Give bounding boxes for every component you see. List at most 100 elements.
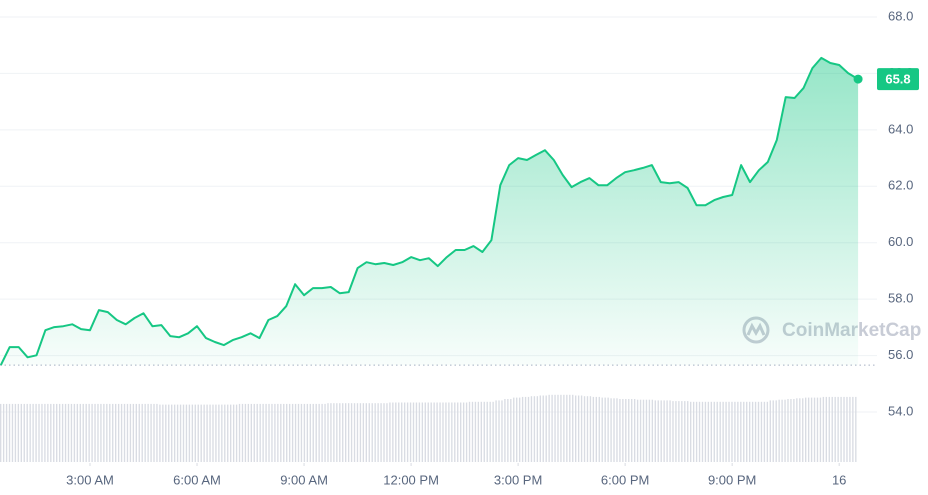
volume-bar <box>595 396 598 462</box>
volume-bar <box>554 394 556 462</box>
volume-bar <box>802 398 804 462</box>
volume-bar <box>109 403 111 462</box>
volume-bar <box>194 404 196 462</box>
volume-bar <box>268 403 270 462</box>
volume-bar <box>583 396 586 462</box>
volume-bar <box>807 397 810 462</box>
volume-bar <box>663 400 665 462</box>
volume-bar <box>79 403 81 462</box>
volume-bar <box>604 397 606 462</box>
volume-bar <box>230 404 232 462</box>
volume-bar <box>474 401 477 462</box>
volume-bar <box>607 397 609 462</box>
volume-bar <box>318 403 320 462</box>
volume-bar <box>14 403 17 462</box>
volume-bar <box>454 402 456 462</box>
y-tick-label: 62.0 <box>888 178 913 193</box>
volume-bar <box>168 404 170 462</box>
volume-bar <box>362 403 365 462</box>
volume-bar <box>401 402 403 462</box>
volume-bar <box>209 404 211 462</box>
volume-bar <box>392 402 394 462</box>
volume-bar <box>353 403 356 462</box>
volume-bar <box>510 399 512 462</box>
volume-bar <box>70 403 73 462</box>
volume-bar <box>545 395 547 462</box>
volume-bar <box>29 403 31 462</box>
volume-bar <box>557 394 559 462</box>
volume-bar <box>787 399 789 462</box>
volume-bar <box>775 400 777 462</box>
volume-bar <box>442 402 444 462</box>
volume-bar <box>347 403 350 462</box>
volume-bar <box>539 395 541 462</box>
volume-bar <box>26 403 28 462</box>
volume-bar <box>241 403 244 462</box>
volume-bar <box>82 403 84 462</box>
volume-bar <box>542 395 544 462</box>
volume-bar <box>690 401 692 462</box>
volume-bar <box>356 403 359 462</box>
volume-bar <box>165 404 167 462</box>
volume-bar <box>156 403 158 462</box>
volume-bar <box>672 401 674 462</box>
volume-bar <box>224 404 226 462</box>
volume-bar <box>451 402 453 462</box>
volume-bar <box>430 402 432 462</box>
volume-bar <box>498 400 500 462</box>
volume-bar <box>144 403 146 462</box>
volume-bar <box>436 402 438 462</box>
volume-bar <box>294 403 297 462</box>
volume-bar <box>790 399 792 462</box>
volume-bar <box>651 399 654 462</box>
volume-bar <box>518 397 521 462</box>
volume-bar <box>831 396 833 462</box>
volume-bar <box>409 402 412 462</box>
volume-bar <box>448 402 450 462</box>
volume-bar <box>704 401 707 462</box>
volume-bar <box>660 400 662 462</box>
volume-bar <box>250 403 252 462</box>
volume-bar <box>477 401 480 462</box>
volume-bar <box>642 399 645 462</box>
volume-bar <box>129 403 132 462</box>
volume-bar <box>586 396 589 462</box>
volume-bar <box>825 396 828 462</box>
volume-bar <box>722 401 724 462</box>
volume-bar <box>115 403 117 462</box>
volume-bar <box>20 403 22 462</box>
y-tick-label: 68.0 <box>888 8 913 23</box>
volume-bar <box>533 396 536 462</box>
volume-bar <box>8 403 11 462</box>
volume-bar <box>123 403 126 462</box>
volume-bar <box>185 404 188 462</box>
volume-bar <box>73 403 76 462</box>
volume-bar <box>480 401 482 462</box>
volume-bar <box>619 399 621 462</box>
volume-bar <box>103 403 105 462</box>
y-tick-label: 54.0 <box>888 403 913 418</box>
volume-bar <box>427 402 429 462</box>
volume-bar <box>687 401 689 462</box>
volume-bar <box>725 401 727 462</box>
volume-bar <box>846 396 848 462</box>
volume-bar <box>173 404 176 462</box>
volume-bar <box>737 401 739 462</box>
volume-bar <box>147 403 149 462</box>
volume-bar <box>120 403 123 462</box>
volume-bar <box>383 403 385 462</box>
volume-bar <box>766 401 769 462</box>
volume-bar <box>616 398 618 462</box>
volume-bar <box>678 401 680 462</box>
volume-bar <box>303 403 306 462</box>
volume-bar <box>527 396 530 462</box>
volume-bar <box>716 401 718 462</box>
price-area <box>0 57 859 366</box>
volume-bar <box>734 401 736 462</box>
volume-bar <box>150 403 152 462</box>
volume-bar <box>740 401 742 462</box>
volume-bar <box>247 403 250 462</box>
volume-bar <box>342 403 344 462</box>
volume-bar <box>813 397 816 462</box>
